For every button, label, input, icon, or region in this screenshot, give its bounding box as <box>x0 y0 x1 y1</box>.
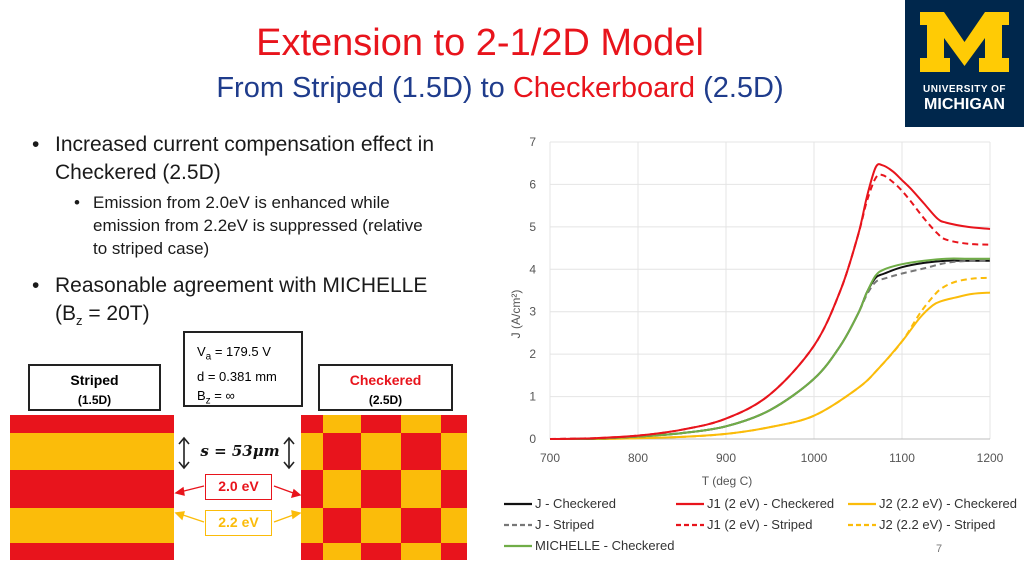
bullet-1-line1: Increased current compensation effect in <box>55 133 434 156</box>
spacing-label: s = 53μm <box>200 442 280 460</box>
legend-swatch <box>848 502 876 506</box>
y-tick-label: 5 <box>529 220 536 234</box>
checkered-label-dim: (2.5D) <box>368 393 403 407</box>
slide-subtitle: From Striped (1.5D) to Checkerboard (2.5… <box>130 72 870 105</box>
series-line <box>549 291 991 441</box>
legend-label: J1 (2 eV) - Striped <box>707 517 813 532</box>
checkered-pattern <box>301 415 467 560</box>
x-tick-label: 700 <box>540 451 560 465</box>
legend-swatch <box>504 502 532 506</box>
x-tick-label: 1100 <box>889 451 915 465</box>
series-line <box>549 163 991 440</box>
legend-swatch <box>676 523 704 527</box>
bullet-2-line1: Reasonable agreement with MICHELLE <box>55 274 428 297</box>
subtitle-part2: (2.5D) <box>695 72 784 104</box>
bullet-1-line2: Checkered (2.5D) <box>55 161 221 184</box>
legend-swatch <box>848 523 876 527</box>
series-line <box>549 173 991 440</box>
series-line <box>549 257 990 440</box>
sub-bullet-1-line1: Emission from 2.0eV is enhanced while <box>93 193 390 212</box>
y-axis-label: J (A/cm²) <box>509 290 523 339</box>
bullet-2-line2: (Bz = 20T) <box>55 302 150 329</box>
university-logo: UNIVERSITY OF MICHIGAN <box>905 0 1024 127</box>
y-tick-label: 7 <box>529 135 536 149</box>
logo-line1: UNIVERSITY OF <box>923 84 1006 95</box>
legend-swatch <box>504 523 532 527</box>
y-tick-label: 6 <box>529 177 536 191</box>
striped-pattern <box>10 415 174 560</box>
bullet-2: Reasonable agreement with MICHELLE (Bz =… <box>55 272 427 335</box>
sub-bullet-1-line2: emission from 2.2eV is suppressed (relat… <box>93 216 423 235</box>
bullet-1: Increased current compensation effect in… <box>55 131 434 187</box>
ev-arrows <box>174 485 302 523</box>
bullet-dot: • <box>32 133 40 156</box>
chart-legend: J - Checkered J - Striped J1 (2 eV) - Chec… <box>502 494 1020 560</box>
spacing-arrows <box>178 436 295 470</box>
x-tick-label: 800 <box>628 451 648 465</box>
y-tick-label: 2 <box>529 347 536 361</box>
striped-label-dim: (1.5D) <box>77 393 112 407</box>
x-tick-label: 1200 <box>977 451 1004 465</box>
bullet-dot: • <box>32 274 40 297</box>
y-tick-label: 4 <box>529 262 536 276</box>
logo-line2: MICHIGAN <box>924 96 1005 113</box>
legend-label: J2 (2.2 eV) - Striped <box>879 517 996 532</box>
ev-2-2-label: 2.2 eV <box>205 510 272 536</box>
x-axis-label: T (deg C) <box>702 474 752 488</box>
series-line <box>549 276 991 441</box>
subtitle-checkerboard: Checkerboard <box>512 72 696 104</box>
page-number: 7 <box>936 543 943 555</box>
sub-bullet-1: Emission from 2.0eV is enhanced while em… <box>93 191 423 260</box>
series-line <box>549 259 991 440</box>
y-tick-label: 3 <box>529 305 536 319</box>
legend-label: J2 (2.2 eV) - Checkered <box>879 496 1018 511</box>
param-va: Va = 179.5 V <box>197 344 271 363</box>
legend-swatch <box>676 502 704 506</box>
legend-label: MICHELLE - Checkered <box>535 538 675 553</box>
block-m-icon <box>920 12 1009 72</box>
legend-label: J - Checkered <box>535 496 616 511</box>
param-bz: Bz = ∞ <box>197 387 235 407</box>
sub-bullet-dot: • <box>74 193 80 212</box>
parameter-box: Va = 179.5 V d = 0.381 mm Bz = ∞ <box>183 331 303 407</box>
x-tick-label: 1000 <box>801 451 828 465</box>
checkered-label-name: Checkered <box>349 372 422 388</box>
slide-title: Extension to 2-1/2D Model <box>256 22 704 64</box>
checkered-label-box: Checkered (2.5D) <box>318 364 453 411</box>
y-tick-label: 0 <box>529 432 536 446</box>
subtitle-part1: From Striped (1.5D) to <box>216 72 513 104</box>
legend-label: J - Striped <box>535 517 595 532</box>
sub-bullet-1-line3: to striped case) <box>93 239 210 258</box>
legend-label: J1 (2 eV) - Checkered <box>707 496 835 511</box>
param-d: d = 0.381 mm <box>197 368 277 384</box>
series-line <box>549 259 990 440</box>
ev-2-0-label: 2.0 eV <box>205 474 272 500</box>
legend-swatch <box>504 544 532 548</box>
striped-label-name: Striped <box>70 372 119 388</box>
y-tick-label: 1 <box>529 390 536 404</box>
x-tick-label: 900 <box>716 451 736 465</box>
striped-label-box: Striped (1.5D) <box>28 364 161 411</box>
